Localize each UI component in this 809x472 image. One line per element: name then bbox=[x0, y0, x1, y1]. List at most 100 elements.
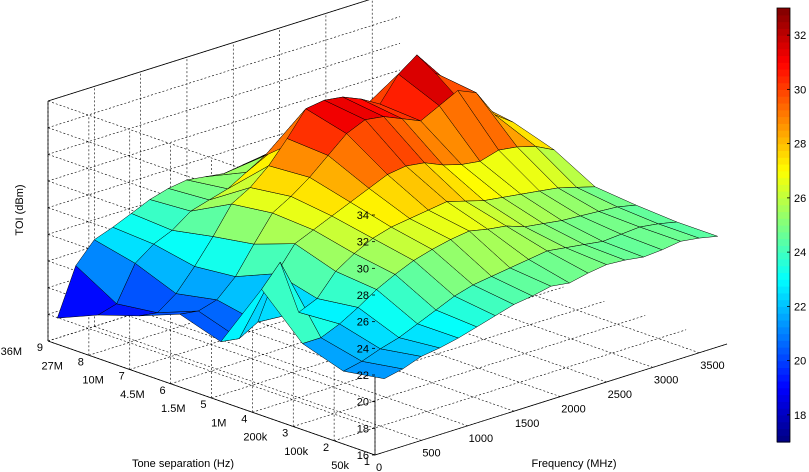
colorbar: 18 20 22 24 26 28 30 32 bbox=[776, 7, 806, 443]
z-tick-label: 20 bbox=[357, 397, 369, 409]
colorbar-swatch bbox=[777, 319, 790, 328]
colorbar-swatch bbox=[777, 380, 790, 389]
z-tick-label: 30 bbox=[357, 263, 369, 275]
colorbar-swatch bbox=[777, 102, 790, 111]
y-tick-name: 1M bbox=[211, 417, 226, 429]
y-tick-label: 4 bbox=[241, 413, 247, 425]
grid-line bbox=[47, 69, 401, 182]
y-tick-label: 9 bbox=[37, 342, 43, 354]
grid-line bbox=[47, 314, 376, 429]
colorbar-tick-label: 30 bbox=[794, 84, 806, 96]
z-tick-label: 16 bbox=[357, 450, 369, 462]
colorbar-frame bbox=[776, 7, 791, 443]
colorbar-swatch bbox=[777, 360, 790, 369]
colorbar-swatch bbox=[777, 313, 790, 321]
colorbar-swatch bbox=[777, 150, 790, 158]
z-tick-label: 34 bbox=[357, 210, 369, 222]
grid-line bbox=[334, 329, 687, 442]
colorbar-swatch bbox=[777, 211, 790, 219]
x-tick-label: 2000 bbox=[561, 404, 585, 416]
grid-line bbox=[47, 16, 401, 128]
z-tick-label: 28 bbox=[357, 290, 369, 302]
colorbar-swatch bbox=[777, 96, 790, 104]
colorbar-swatch bbox=[777, 435, 790, 443]
z-tick-label: 18 bbox=[357, 423, 369, 435]
y-tick-label: 2 bbox=[323, 442, 329, 454]
colorbar-swatch bbox=[777, 252, 790, 260]
colorbar-swatch bbox=[777, 231, 790, 240]
colorbar-swatch bbox=[777, 353, 790, 362]
colorbar-swatch bbox=[777, 421, 790, 430]
colorbar-swatch bbox=[777, 394, 790, 402]
y-tick-label: 3 bbox=[282, 428, 288, 440]
y-tick-name: 50k bbox=[331, 460, 349, 472]
colorbar-swatch bbox=[777, 374, 790, 382]
colorbar-swatch bbox=[777, 428, 790, 436]
y-tick-name: 4.5M bbox=[120, 389, 144, 401]
y-tick-name: 36M bbox=[1, 346, 22, 358]
colorbar-swatch bbox=[777, 8, 790, 16]
colorbar-swatch bbox=[777, 272, 790, 280]
z-tick-label: 26 bbox=[357, 317, 369, 329]
colorbar-swatch bbox=[777, 333, 790, 341]
surface-patch bbox=[658, 221, 718, 239]
colorbar-swatch bbox=[777, 367, 790, 375]
x-tick-label: 1000 bbox=[469, 433, 493, 445]
colorbar-swatch bbox=[777, 28, 790, 36]
colorbar-swatch bbox=[777, 116, 790, 124]
colorbar-swatch bbox=[777, 197, 790, 206]
colorbar-swatch bbox=[777, 35, 790, 43]
colorbar-swatch bbox=[777, 48, 790, 57]
x-tick-label: 3000 bbox=[654, 374, 678, 386]
grid-line bbox=[293, 315, 646, 427]
x-tick-label: 1500 bbox=[515, 418, 539, 430]
colorbar-swatch bbox=[777, 286, 790, 294]
z-tick-label: 22 bbox=[357, 370, 369, 382]
colorbar-swatch bbox=[777, 258, 790, 267]
grid-line bbox=[47, 96, 401, 208]
grid-line bbox=[140, 311, 468, 427]
colorbar-swatch bbox=[777, 143, 790, 152]
colorbar-swatch bbox=[777, 401, 790, 409]
colorbar-swatch bbox=[777, 265, 790, 274]
y-axis-line bbox=[47, 340, 376, 456]
x-tick-label: 2500 bbox=[608, 389, 632, 401]
colorbar-swatch bbox=[777, 184, 790, 192]
y-tick-name: 100k bbox=[284, 446, 308, 458]
grid-line bbox=[252, 300, 605, 413]
colorbar-swatch bbox=[777, 89, 790, 97]
z-tick-label: 32 bbox=[357, 237, 369, 249]
y-tick-label: 6 bbox=[160, 385, 166, 397]
colorbar-swatch bbox=[777, 177, 790, 185]
colorbar-swatch bbox=[777, 62, 790, 70]
colorbar-swatch bbox=[777, 130, 790, 138]
y-tick-name: 200k bbox=[243, 432, 267, 444]
colorbar-swatch bbox=[777, 157, 790, 165]
x-tick-label: 500 bbox=[422, 447, 440, 459]
y-tick-label: 1 bbox=[364, 456, 370, 468]
colorbar-swatch bbox=[777, 136, 790, 145]
colorbar-tick-label: 18 bbox=[794, 410, 806, 422]
colorbar-swatch bbox=[777, 14, 790, 23]
colorbar-swatch bbox=[777, 170, 790, 179]
y-tick-label: 5 bbox=[200, 399, 206, 411]
back-edge-line bbox=[47, 0, 370, 102]
y-tick-name: 10M bbox=[82, 375, 103, 387]
axis-ticks: 1618202224262830323405001000150020002500… bbox=[1, 210, 725, 472]
colorbar-tick-label: 26 bbox=[794, 193, 806, 205]
colorbar-tick-label: 24 bbox=[794, 247, 806, 259]
colorbar-swatch bbox=[777, 387, 790, 396]
y-tick-name: 1.5M bbox=[161, 403, 185, 415]
colorbar-swatch bbox=[777, 109, 790, 118]
y-axis-label: Tone separation (Hz) bbox=[132, 458, 234, 470]
colorbar-swatch bbox=[777, 326, 790, 335]
x-axis-line bbox=[374, 343, 728, 456]
colorbar-swatch bbox=[777, 82, 790, 90]
colorbar-swatch bbox=[777, 191, 790, 199]
colorbar-swatch bbox=[777, 306, 790, 314]
colorbar-swatch bbox=[777, 21, 790, 29]
colorbar-swatch bbox=[777, 75, 790, 84]
colorbar-swatch bbox=[777, 55, 790, 63]
colorbar-swatch bbox=[777, 218, 790, 226]
y-tick-label: 7 bbox=[119, 371, 125, 383]
